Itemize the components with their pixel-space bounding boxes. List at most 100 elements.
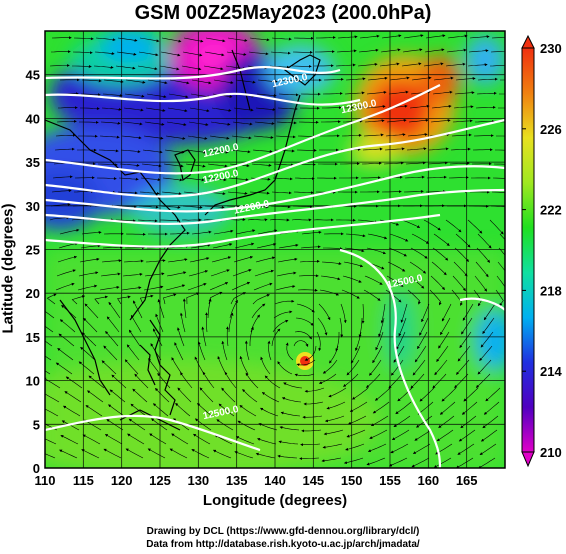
streamline-arrow [87,390,104,403]
streamline-arrow [299,259,320,263]
streamline-arrow [294,177,315,181]
streamline-arrow [149,433,167,445]
streamline-arrow [403,189,424,193]
plot-frame [44,30,506,469]
streamline-arrow [378,317,385,338]
streamline-arrow [322,359,338,374]
streamline-arrow [72,64,92,68]
streamline-arrow [118,177,139,181]
streamline-arrow [498,247,505,256]
streamline-arrow [438,415,455,428]
streamline-arrow [390,443,409,454]
streamline-arrow [144,272,165,277]
streamline-arrow [497,261,505,272]
streamline-arrow [167,107,188,113]
streamline-arrow [61,304,77,319]
streamline-arrow [109,389,126,403]
streamline-arrow [101,360,117,375]
streamline-arrow [432,247,449,261]
streamline-arrow [342,275,362,283]
colorbar-tick-label: 214 [540,364,562,379]
streamline-arrow [445,62,466,67]
streamline-arrow [148,358,161,375]
streamline-arrow [121,286,142,291]
streamline-arrow [106,316,120,333]
streamline-arrow [315,50,335,54]
streamline-arrow [279,426,300,431]
streamline-arrow [217,356,227,375]
streamline-arrow [144,121,165,126]
streamline-arrow [367,76,388,81]
streamline-arrow [103,79,124,84]
streamline-arrow [424,48,445,53]
streamline-arrow [104,434,123,445]
streamline-arrow [211,107,232,112]
streamline-arrow [213,79,234,85]
streamline-arrow [218,403,235,417]
x-tick-label: 165 [456,473,478,488]
streamline-arrow [187,135,208,140]
streamline-arrow [232,121,253,126]
streamline-arrow [169,231,190,235]
streamline-arrow [255,452,276,459]
streamline-arrow [50,202,71,207]
streamline-arrow [177,327,185,347]
streamline-arrow [292,205,313,209]
streamline-arrow [189,257,210,263]
streamline-arrow [275,285,296,291]
streamline-arrow [411,233,430,244]
streamline-arrow [254,269,274,277]
streamline-arrow [389,233,409,242]
streamline-arrow [419,317,429,336]
streamline-arrow [281,397,302,403]
streamline-arrow [65,376,83,389]
streamline-arrow [277,454,298,459]
streamline-arrow [478,457,496,468]
streamline-arrow [423,62,444,67]
streamline-arrow [474,275,488,292]
streamline-arrow [490,51,505,53]
streamline-arrow [138,51,159,57]
streamline-arrow [245,372,259,389]
streamline-arrow [56,119,77,123]
streamline-arrow [130,403,147,417]
y-tick-label: 10 [26,374,40,389]
streamline-arrow [389,76,410,81]
streamline-arrow [328,387,347,398]
streamline-arrow [457,443,475,455]
streamline-arrow [419,387,435,402]
streamline-arrow [454,91,475,95]
streamline-arrow [453,105,474,109]
streamline-arrow [476,91,497,95]
streamline-arrow [321,261,342,266]
streamline-arrow [250,177,271,181]
streamline-arrow [343,105,364,109]
streamline-arrow [45,453,56,459]
streamline-arrow [451,289,463,306]
streamline-arrow [197,402,213,417]
colorbar-body [521,47,535,453]
streamline-arrow [49,216,70,221]
streamline-arrow [125,79,146,84]
streamline-arrow [492,177,505,179]
streamline-arrow [184,177,205,182]
streamline-arrow [473,134,494,138]
streamline-arrow [227,191,248,195]
streamline-arrow [189,107,210,113]
streamline-arrow [401,219,421,228]
streamline-arrow [234,451,254,459]
streamline-arrow [271,37,292,41]
streamline-arrow [96,177,117,181]
streamline-arrow [453,261,468,277]
streamline-arrow [257,229,278,235]
streamline-arrow [99,285,120,291]
streamline-arrow [85,405,103,417]
streamline-arrow [81,332,97,347]
streamline-arrow [207,298,212,319]
streamline-arrow [185,163,206,168]
streamline-arrow [163,163,184,168]
streamline-arrow [326,401,346,410]
streamline-arrow [55,282,75,291]
streamline-arrow [482,415,499,429]
streamline-arrow [452,119,473,123]
